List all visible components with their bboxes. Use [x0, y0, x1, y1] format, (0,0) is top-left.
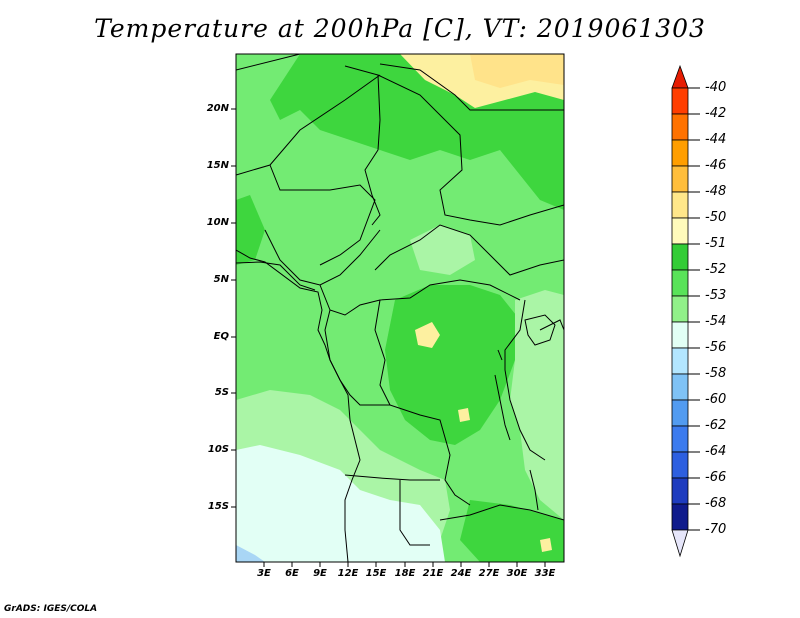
colorbar-top-arrow — [671, 64, 689, 89]
map-title: Temperature at 200hPa [C], VT: 201906130… — [94, 14, 706, 43]
lon-label-27e: 27E — [478, 568, 500, 579]
colorbar-label: -48 — [705, 184, 727, 199]
colorbar-label: -68 — [705, 496, 727, 511]
country-borders — [236, 54, 564, 546]
colorbar-ticks — [688, 87, 700, 531]
colorbar-label: -50 — [705, 210, 727, 225]
colorbar-label: -44 — [705, 132, 727, 147]
colorbar — [671, 64, 689, 558]
colorbar-label: -62 — [705, 418, 727, 433]
lon-label-30e: 30E — [506, 568, 528, 579]
lon-label-12e: 12E — [337, 568, 359, 579]
band-minus-48-to-minus-50-northeast — [470, 54, 564, 88]
colorbar-label: -58 — [705, 366, 727, 381]
lat-label-15s: 15S — [207, 501, 229, 512]
lon-label-9e: 9E — [313, 568, 327, 579]
colorbar-label: -70 — [705, 522, 727, 537]
colorbar-swatch — [671, 295, 689, 323]
colorbar-swatch — [671, 425, 689, 453]
colorbar-swatch — [671, 139, 689, 167]
lat-ticks — [231, 108, 236, 508]
lon-label-18e: 18E — [394, 568, 416, 579]
lon-ticks — [263, 562, 546, 567]
colorbar-swatch — [671, 165, 689, 193]
lakes — [494, 314, 556, 511]
band-minus-51-to-minus-52-southeast — [460, 500, 564, 562]
lon-label-6e: 6E — [285, 568, 299, 579]
lat-label-eq: EQ — [213, 331, 229, 342]
colorbar-label: -51 — [705, 236, 727, 251]
lon-label-24e: 24E — [450, 568, 472, 579]
colorbar-swatch — [671, 373, 689, 401]
lon-label-21e: 21E — [422, 568, 444, 579]
warm-patch-small-1 — [458, 408, 470, 422]
colorbar-label: -53 — [705, 288, 727, 303]
lat-label-5n: 5N — [213, 274, 229, 285]
colorbar-label: -42 — [705, 106, 727, 121]
colorbar-label: -56 — [705, 340, 727, 355]
temperature-field — [236, 54, 564, 562]
warm-patch-small-2 — [540, 538, 552, 552]
warm-patch-congo — [415, 322, 440, 348]
colorbar-swatch — [671, 243, 689, 271]
lake-tanganyika — [494, 374, 511, 441]
colorbar-label: -54 — [705, 314, 727, 329]
colorbar-label: -66 — [705, 470, 727, 485]
band-minus-56-to-minus-58-corner — [236, 545, 265, 562]
colorbar-label: -40 — [705, 80, 727, 95]
colorbar-label: -60 — [705, 392, 727, 407]
lake-kivu — [497, 349, 503, 361]
lake-victoria — [524, 314, 556, 346]
colorbar-swatch — [671, 451, 689, 479]
lat-label-5s: 5S — [214, 387, 229, 398]
colorbar-swatch — [671, 399, 689, 427]
colorbar-label: -46 — [705, 158, 727, 173]
lon-label-3e: 3E — [257, 568, 271, 579]
lon-label-15e: 15E — [365, 568, 387, 579]
colorbar-swatch — [671, 87, 689, 115]
band-minus-51-to-minus-52-central — [385, 285, 520, 445]
colorbar-label: -52 — [705, 262, 727, 277]
coastline — [236, 249, 361, 562]
lat-label-20n: 20N — [206, 103, 229, 114]
colorbar-swatch — [671, 113, 689, 141]
band-minus-51-to-minus-52-north — [270, 54, 564, 210]
colorbar-swatch — [671, 321, 689, 349]
colorbar-label: -64 — [705, 444, 727, 459]
band-minus-54-to-minus-56-southwest — [236, 445, 445, 562]
lat-label-15n: 15N — [206, 160, 229, 171]
map-frame — [235, 53, 565, 563]
lake-malawi — [529, 469, 539, 511]
band-minus-53-to-minus-54-east — [510, 290, 564, 520]
lon-label-33e: 33E — [534, 568, 556, 579]
colorbar-swatch — [671, 217, 689, 245]
colorbar-swatch — [671, 347, 689, 375]
colorbar-swatch — [671, 191, 689, 219]
lat-label-10s: 10S — [207, 444, 229, 455]
lat-label-10n: 10N — [206, 217, 229, 228]
band-minus-53-to-minus-54-mid — [410, 225, 475, 275]
band-minus-51-to-minus-52-west-coast — [236, 195, 265, 265]
colorbar-bottom-arrow — [671, 529, 689, 558]
colorbar-swatch — [671, 503, 689, 531]
grads-credit: GrADS: IGES/COLA — [4, 604, 98, 614]
colorbar-swatch — [671, 477, 689, 505]
colorbar-swatch — [671, 269, 689, 297]
